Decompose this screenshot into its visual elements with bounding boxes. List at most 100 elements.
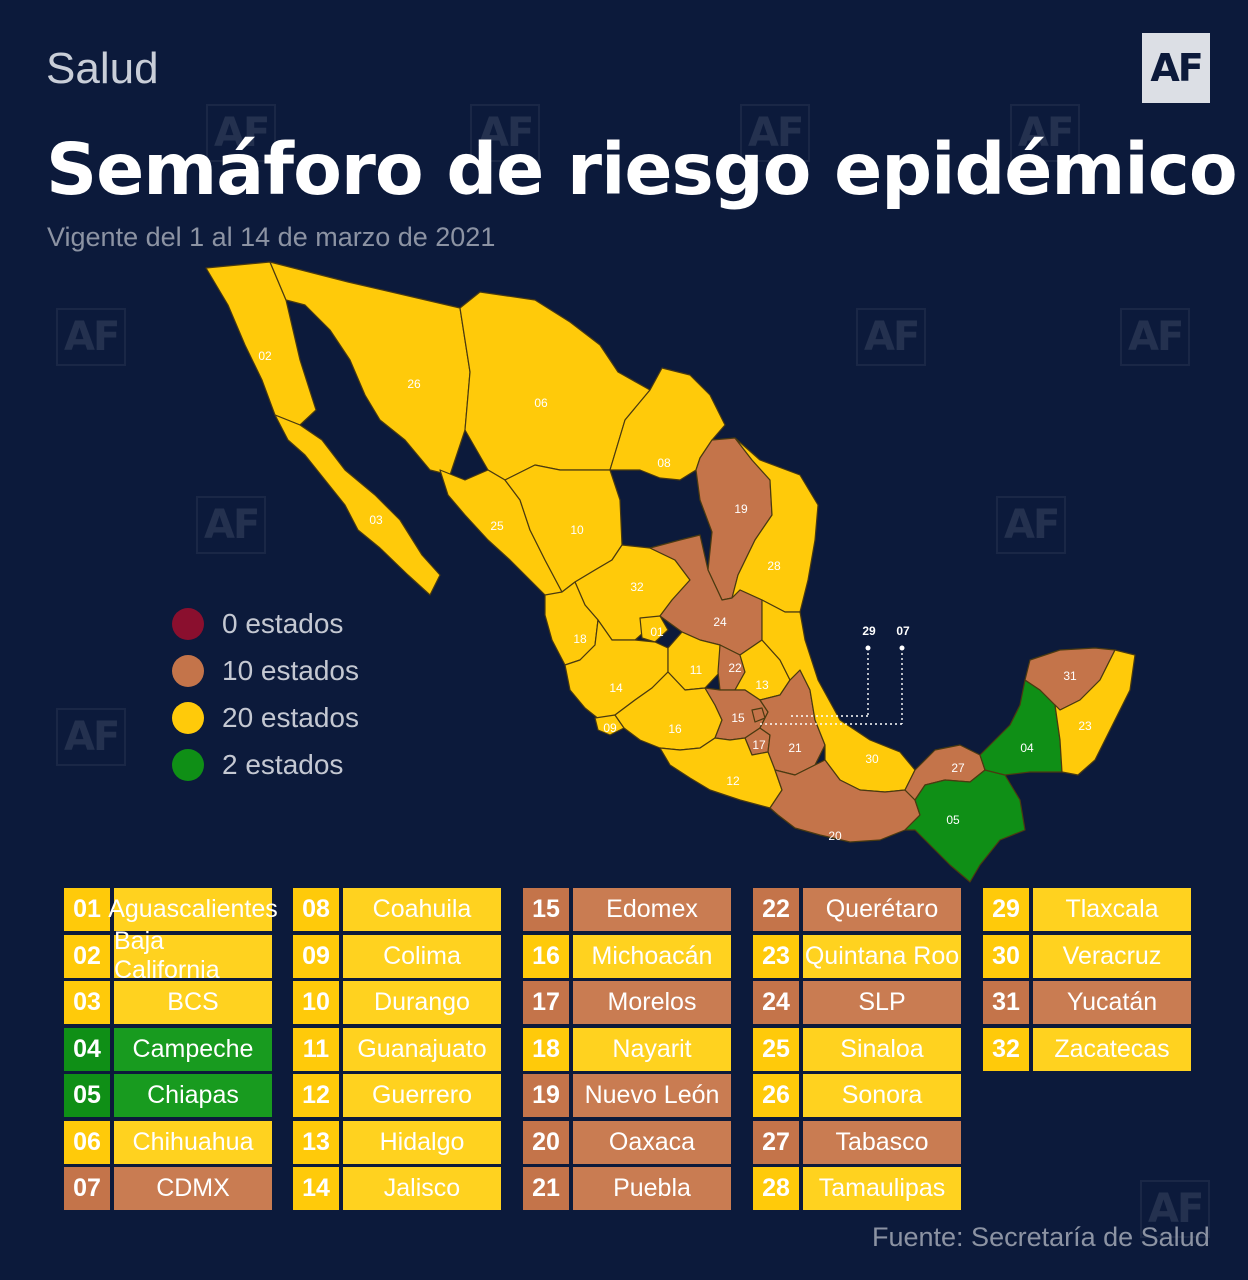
state-number: 25 (753, 1027, 799, 1071)
legend-swatch (172, 654, 204, 687)
state-name: Chiapas (114, 1074, 272, 1117)
state-name: Sonora (803, 1074, 961, 1117)
state-row: 18 Nayarit (523, 1027, 731, 1071)
states-table-column: 29 Tlaxcala 30 Veracruz 31 Yucatán 32 Zacatecas (983, 888, 1191, 1074)
state-number: 09 (293, 934, 339, 978)
callout-label-29: 29 (862, 624, 876, 638)
legend-item-verde: 2 estados (172, 741, 359, 788)
legend-label: 10 estados (222, 654, 359, 686)
state-row: 07 CDMX (64, 1167, 272, 1210)
state-label-02: 02 (258, 349, 272, 363)
callout-dot (899, 645, 905, 651)
state-label-09: 09 (603, 721, 617, 735)
state-row: 28 Tamaulipas (753, 1167, 961, 1210)
state-label-06: 06 (534, 396, 548, 410)
state-label-21: 21 (788, 741, 802, 755)
state-name: Chihuahua (114, 1120, 272, 1164)
state-name: BCS (114, 981, 272, 1024)
state-number: 03 (64, 981, 110, 1024)
watermark-logo: AF (196, 496, 267, 554)
state-row: 12 Guerrero (293, 1074, 501, 1117)
state-label-17: 17 (752, 738, 766, 752)
source-note: Fuente: Secretaría de Salud (872, 1222, 1210, 1252)
state-name: Hidalgo (343, 1120, 501, 1164)
legend-label: 0 estados (222, 607, 344, 639)
state-number: 13 (293, 1120, 339, 1164)
state-01 (639, 615, 669, 643)
state-row: 09 Colima (293, 934, 501, 978)
watermark-logo: AF (56, 708, 127, 766)
state-number: 08 (293, 888, 339, 931)
state-number: 06 (64, 1120, 110, 1164)
state-number: 10 (293, 981, 339, 1024)
callout-dot (865, 645, 871, 651)
map-legend: 0 estados 10 estados 20 estados 2 estado… (172, 600, 359, 788)
state-number: 32 (983, 1027, 1029, 1071)
state-row: 21 Puebla (523, 1167, 731, 1210)
state-row: 24 SLP (753, 981, 961, 1024)
state-number: 30 (983, 934, 1029, 978)
state-label-22: 22 (728, 661, 742, 675)
state-number: 24 (753, 981, 799, 1024)
state-name: Oaxaca (573, 1120, 731, 1164)
state-name: Yucatán (1033, 981, 1191, 1024)
state-name: Veracruz (1033, 934, 1191, 978)
state-row: 19 Nuevo León (523, 1074, 731, 1117)
state-label-13: 13 (755, 678, 769, 692)
state-number: 04 (64, 1027, 110, 1071)
callout-lines (760, 648, 903, 725)
state-row: 26 Sonora (753, 1074, 961, 1117)
legend-label: 2 estados (222, 748, 344, 780)
watermark-logo: AF (206, 104, 277, 162)
state-label-08: 08 (657, 456, 671, 470)
state-label-15: 15 (731, 711, 745, 725)
state-label-28: 28 (767, 559, 781, 573)
state-name: Puebla (573, 1167, 731, 1210)
page-subtitle: Vigente del 1 al 14 de marzo de 2021 (47, 222, 496, 252)
watermark-logo: AF (1010, 104, 1081, 162)
state-name: Edomex (573, 888, 731, 931)
state-name: CDMX (114, 1167, 272, 1210)
state-label-16: 16 (668, 722, 682, 736)
state-number: 18 (523, 1027, 569, 1071)
state-row: 08 Coahuila (293, 888, 501, 931)
state-name: Coahuila (343, 888, 501, 931)
state-name: Tabasco (803, 1120, 961, 1164)
watermark-logo: AF (56, 308, 127, 366)
state-name: Michoacán (573, 934, 731, 978)
state-row: 31 Yucatán (983, 981, 1191, 1024)
state-number: 31 (983, 981, 1029, 1024)
state-row: 22 Querétaro (753, 888, 961, 931)
mexico-map: 10 11 12 13 14 15 16 17 18 19 20 21 22 23 24 25 26 27 28 30… (205, 261, 1136, 883)
state-row: 02 Baja California (64, 927, 272, 984)
state-name: Guerrero (343, 1074, 501, 1117)
state-label-19: 19 (734, 502, 748, 516)
state-label-25: 25 (490, 519, 504, 533)
state-name: Querétaro (803, 888, 961, 931)
state-label-30: 30 (865, 752, 879, 766)
state-name: Durango (343, 981, 501, 1024)
state-05 (904, 769, 1026, 883)
state-label-05: 05 (946, 813, 960, 827)
state-row: 05 Chiapas (64, 1074, 272, 1117)
state-label-32: 32 (630, 580, 644, 594)
state-row: 06 Chihuahua (64, 1120, 272, 1164)
state-name: Nayarit (573, 1027, 731, 1071)
state-row: 11 Guanajuato (293, 1027, 501, 1071)
state-label-27: 27 (951, 761, 965, 775)
state-row: 25 Sinaloa (753, 1027, 961, 1071)
state-name: Tamaulipas (803, 1167, 961, 1210)
state-number: 17 (523, 981, 569, 1024)
state-number: 28 (753, 1167, 799, 1210)
state-number: 01 (64, 888, 110, 931)
legend-swatch (172, 607, 204, 640)
state-label-20: 20 (828, 829, 842, 843)
state-label-01: 01 (650, 625, 664, 639)
legend-item-naranja: 10 estados (172, 647, 359, 694)
watermark-logo: AF (856, 308, 927, 366)
watermark-logo: AF (996, 496, 1067, 554)
state-label-03: 03 (369, 513, 383, 527)
state-name: Campeche (114, 1027, 272, 1071)
state-number: 12 (293, 1074, 339, 1117)
state-name: Zacatecas (1033, 1027, 1191, 1071)
